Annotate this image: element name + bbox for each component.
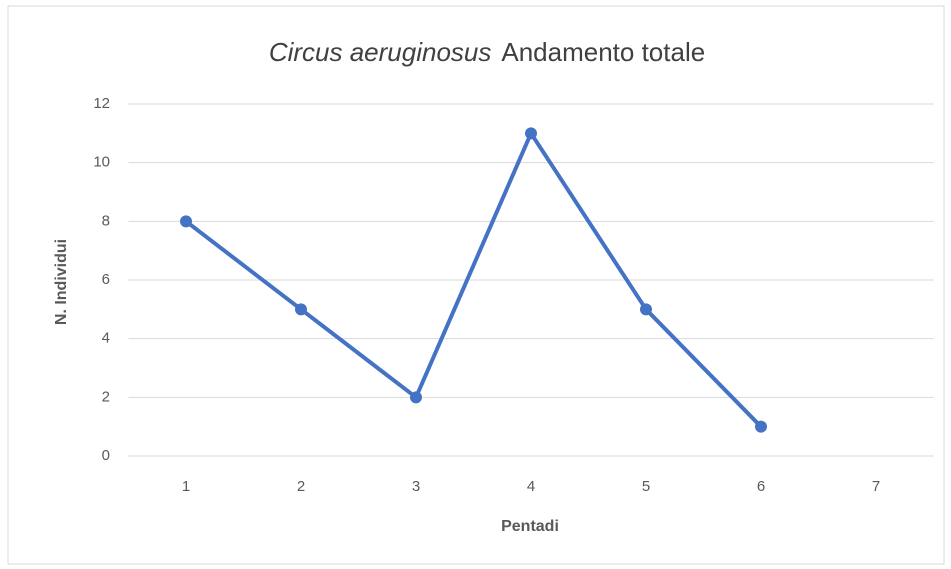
y-tick-label: 12	[93, 95, 110, 112]
chart-frame	[7, 5, 945, 565]
x-tick-label: 2	[297, 478, 305, 495]
y-tick-label: 10	[93, 154, 110, 171]
x-tick-label: 7	[872, 478, 880, 495]
y-axis-title: N. Individui	[53, 239, 70, 325]
series-line	[184, 131, 763, 429]
x-tick-label: 4	[527, 478, 535, 495]
x-tick-label: 1	[182, 478, 190, 495]
chart-title: Circus aeruginosus Andamento totale	[269, 37, 705, 67]
y-tick-label: 0	[102, 447, 110, 464]
x-axis-title: Pentadi	[501, 518, 559, 535]
y-tick-label: 8	[102, 212, 110, 229]
x-tick-label: 6	[757, 478, 765, 495]
point	[525, 127, 537, 140]
point	[180, 215, 192, 228]
point	[640, 303, 652, 316]
point	[410, 391, 422, 404]
x-tick-label: 5	[642, 478, 650, 495]
point	[755, 420, 767, 433]
title-species: Circus aeruginosus	[269, 37, 492, 67]
title-rest: Andamento totale	[501, 37, 705, 67]
x-tick-label: 3	[412, 478, 420, 495]
y-tick-label: 4	[102, 330, 110, 347]
point	[295, 303, 307, 316]
y-tick-label: 6	[102, 271, 110, 288]
y-tick-label: 2	[102, 388, 110, 405]
